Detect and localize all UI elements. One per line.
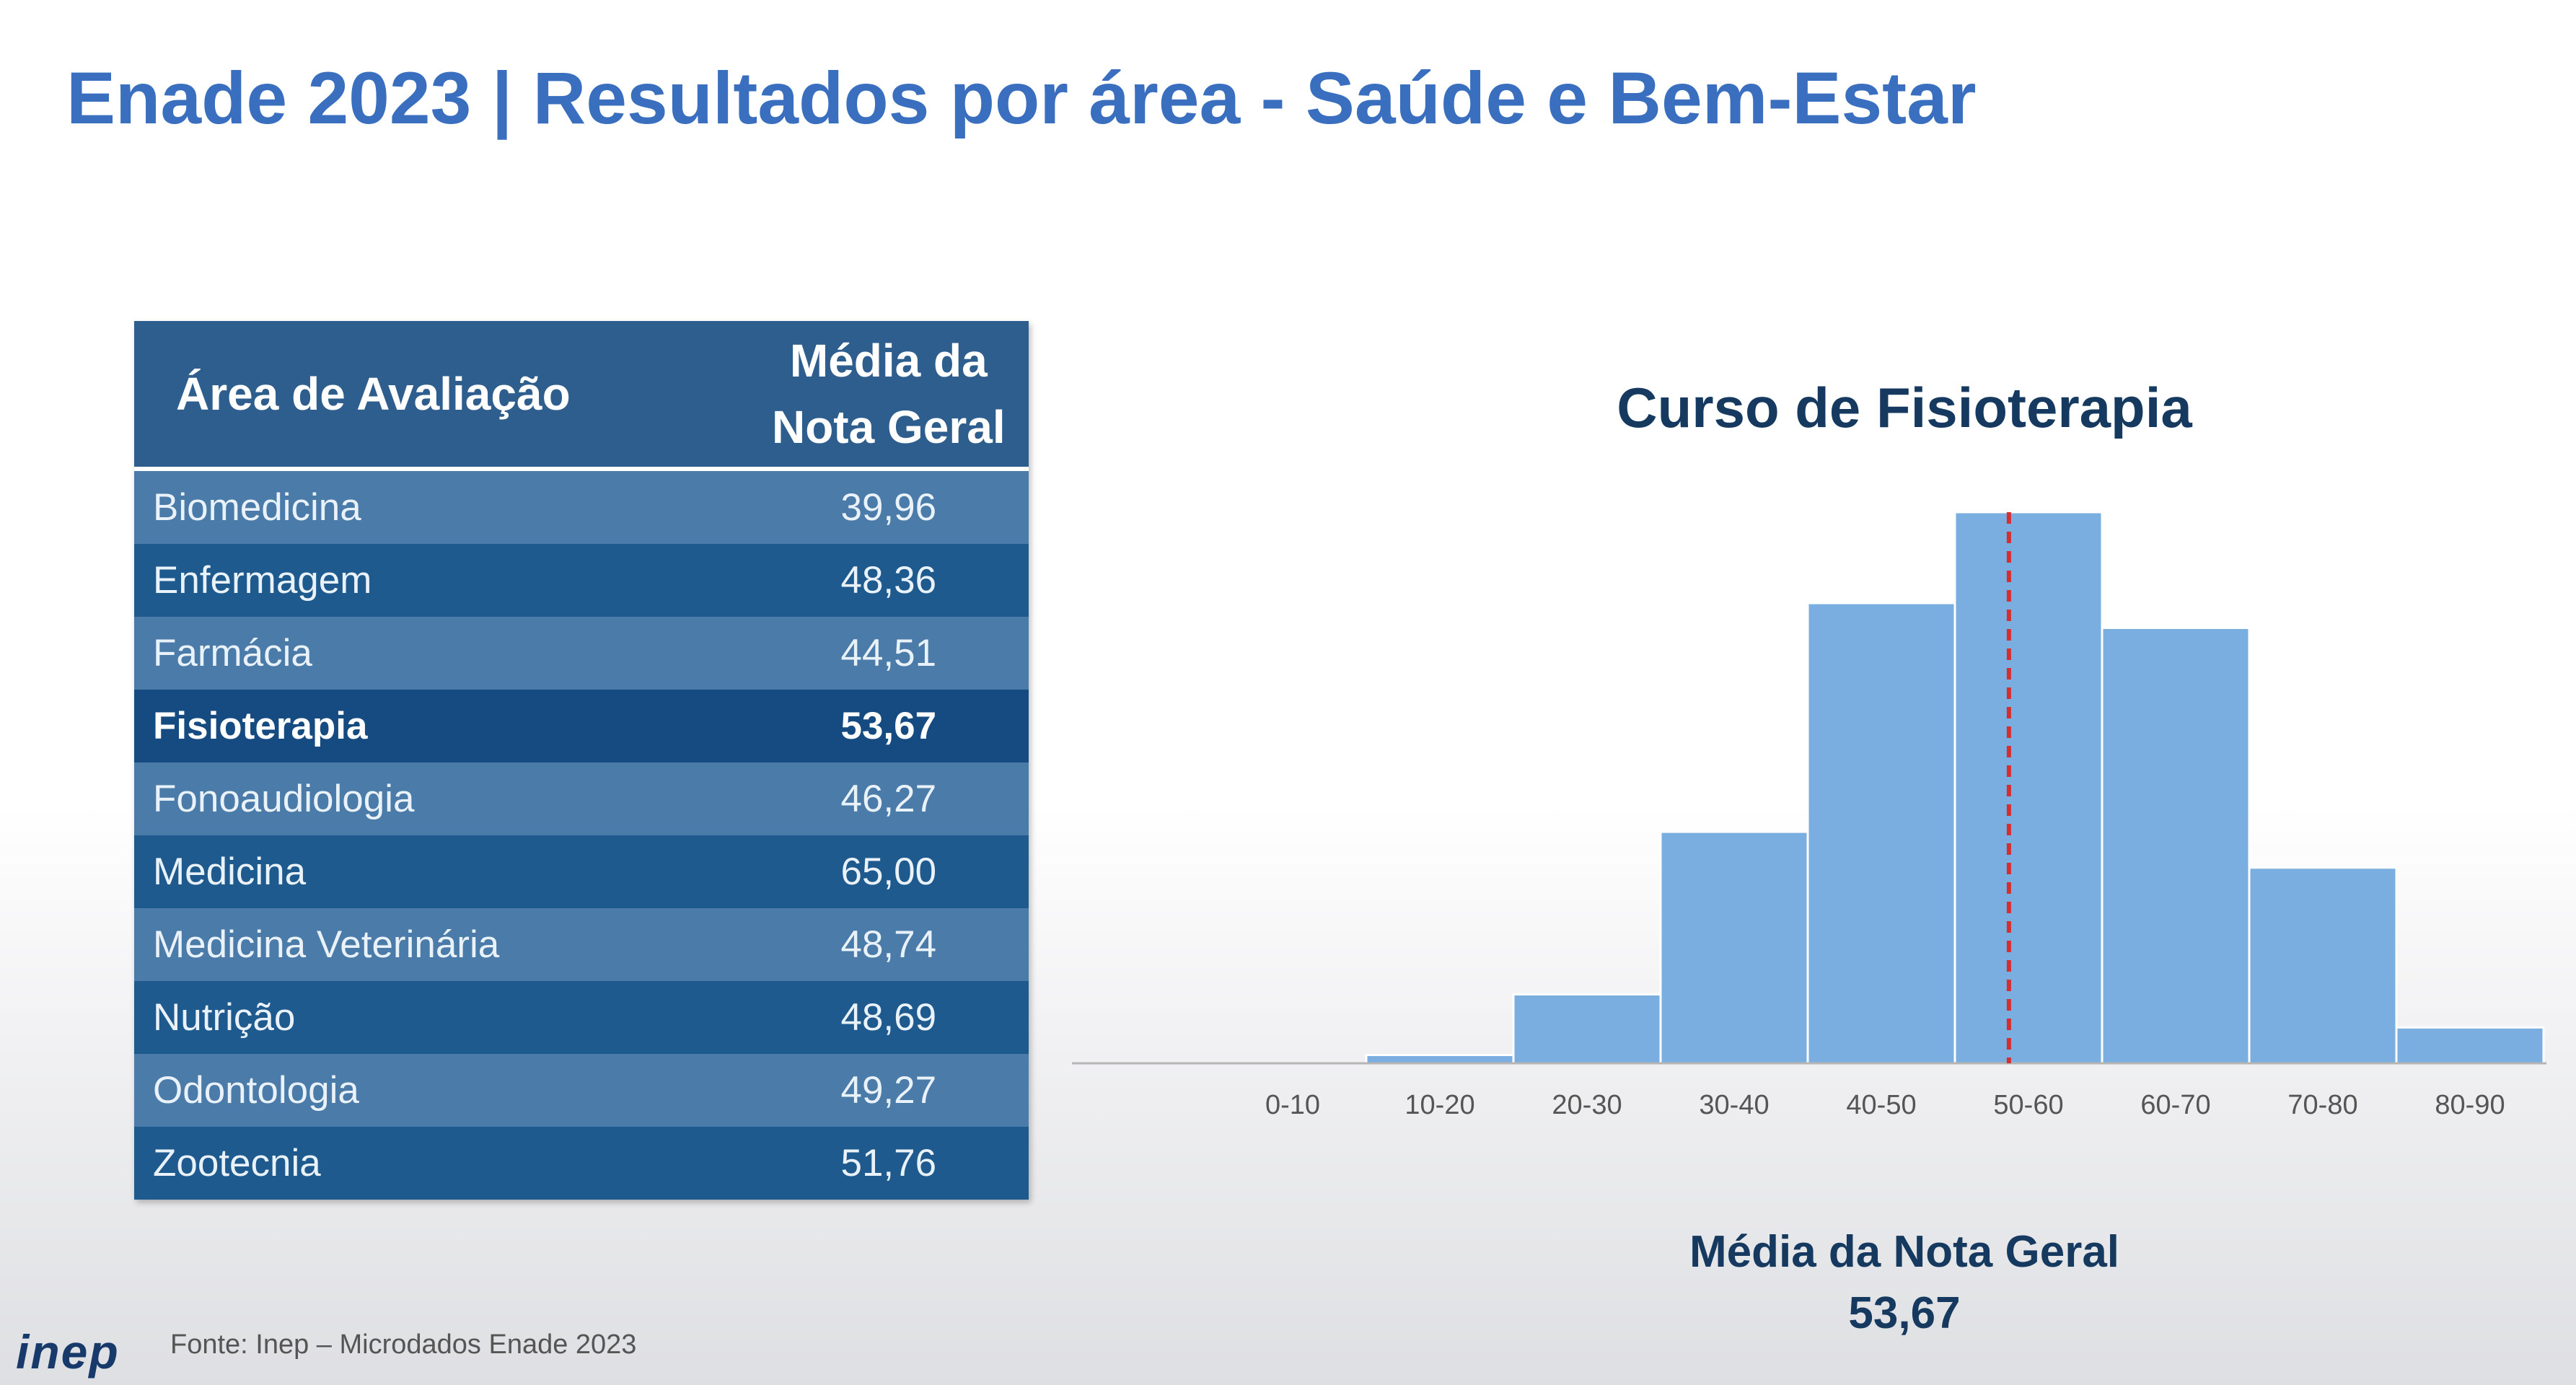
histogram-bar (1953, 511, 2104, 1065)
x-tick-label: 0-10 (1265, 1090, 1320, 1120)
table-row: Fisioterapia 53,67 (134, 690, 1029, 762)
row-mean: 44,51 (748, 617, 1029, 690)
mean-label: Média da Nota Geral (1689, 1227, 2120, 1277)
table-header-row: Área de Avaliação Média da Nota Geral (134, 321, 1029, 471)
histogram-bar (2395, 1026, 2545, 1065)
table-row: Medicina 65,00 (134, 835, 1029, 908)
row-area: Nutrição (134, 981, 749, 1054)
table-row: Fonoaudiologia 46,27 (134, 762, 1029, 835)
histogram-chart: 0-10 10-20 20-30 30-40 40-50 50-60 60-70 70-80 8… (1072, 511, 2546, 1120)
table-row: Odontologia 49,27 (134, 1054, 1029, 1127)
row-mean: 51,76 (748, 1127, 1029, 1200)
row-mean: 46,27 (748, 762, 1029, 835)
row-area: Zootecnia (134, 1127, 749, 1200)
table-row: Zootecnia 51,76 (134, 1127, 1029, 1200)
table-row: Biomedicina 39,96 (134, 469, 1029, 544)
x-tick-label: 20-30 (1552, 1090, 1622, 1120)
x-tick-label: 80-90 (2435, 1090, 2505, 1120)
row-area: Medicina Veterinária (134, 908, 749, 981)
x-tick-label: 60-70 (2140, 1090, 2210, 1120)
table-row: Nutrição 48,69 (134, 981, 1029, 1054)
header-mean-line2: Nota Geral (771, 401, 1006, 453)
histogram-bar (1365, 1054, 1515, 1065)
row-area: Fisioterapia (134, 690, 749, 762)
page-title: Enade 2023 | Resultados por área - Saúde… (66, 57, 1977, 139)
row-mean: 48,36 (748, 544, 1029, 617)
histogram-bar (2248, 866, 2398, 1065)
source-note: Fonte: Inep – Microdados Enade 2023 (170, 1329, 637, 1360)
row-area: Odontologia (134, 1054, 749, 1127)
row-mean: 65,00 (748, 835, 1029, 908)
histogram-bar (1659, 830, 1809, 1065)
histogram-bar (1512, 993, 1662, 1065)
x-tick-label: 30-40 (1699, 1090, 1769, 1120)
row-area: Farmácia (134, 617, 749, 690)
x-tick-label: 70-80 (2287, 1090, 2357, 1120)
row-area: Biomedicina (134, 469, 749, 544)
chart-title: Curso de Fisioterapia (1617, 376, 2192, 439)
histogram-bar (1806, 602, 1956, 1065)
header-mean: Média da Nota Geral (748, 321, 1029, 471)
x-tick-label: 10-20 (1405, 1090, 1474, 1120)
row-mean: 49,27 (748, 1054, 1029, 1127)
header-area: Área de Avaliação (134, 321, 749, 471)
x-tick-label: 40-50 (1846, 1090, 1916, 1120)
header-mean-line1: Média da (789, 335, 988, 387)
row-mean: 39,96 (748, 469, 1029, 544)
row-area: Enfermagem (134, 544, 749, 617)
row-mean: 48,74 (748, 908, 1029, 981)
row-area: Fonoaudiologia (134, 762, 749, 835)
x-tick-label: 50-60 (1993, 1090, 2063, 1120)
table-row: Medicina Veterinária 48,74 (134, 908, 1029, 981)
table-row: Farmácia 44,51 (134, 617, 1029, 690)
mean-value: 53,67 (1848, 1288, 1961, 1338)
table-body: Biomedicina 39,96 Enfermagem 48,36 Farmácia 4… (134, 469, 1029, 1200)
table-row: Enfermagem 48,36 (134, 544, 1029, 617)
inep-logo: inep (16, 1325, 120, 1379)
histogram-bar (2101, 626, 2251, 1065)
row-mean: 53,67 (748, 690, 1029, 762)
row-mean: 48,69 (748, 981, 1029, 1054)
results-table: Área de Avaliação Média da Nota Geral Bi… (134, 321, 1029, 1200)
row-area: Medicina (134, 835, 749, 908)
